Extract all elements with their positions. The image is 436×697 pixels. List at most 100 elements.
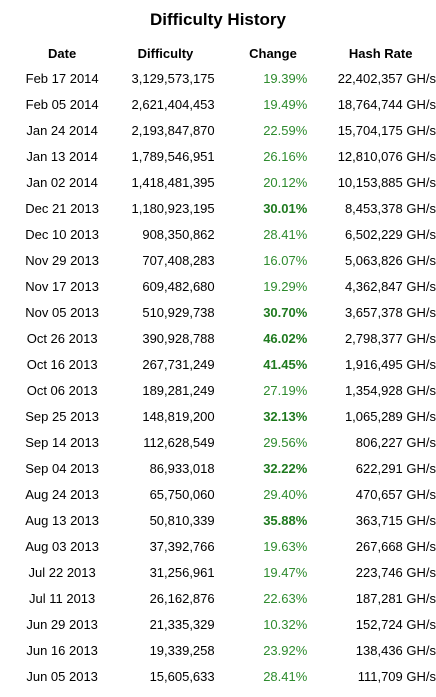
change-cell: 19.39%: [263, 71, 308, 86]
date-cell: Aug 03 2013: [25, 539, 99, 554]
date-cell: Jan 02 2014: [26, 175, 98, 190]
table-row: Jun 05 2013 15,605,633 28.41% 111,709 GH/s: [16, 664, 436, 690]
date-cell: Feb 17 2014: [25, 71, 99, 86]
date-cell: Jul 11 2013: [29, 591, 96, 606]
hash-rate-cell: 470,657 GH/s: [355, 487, 436, 502]
difficulty-cell: 19,339,258: [149, 643, 215, 658]
date-cell: Nov 05 2013: [25, 305, 99, 320]
hash-rate-cell: 806,227 GH/s: [355, 435, 436, 450]
difficulty-cell: 37,392,766: [149, 539, 215, 554]
hash-rate-cell: 6,502,229 GH/s: [344, 227, 436, 242]
date-cell: Oct 26 2013: [26, 331, 98, 346]
table-row: Aug 03 2013 37,392,766 19.63% 267,668 GH/s: [16, 534, 436, 560]
column-header-date: Date: [48, 46, 77, 61]
difficulty-cell: 15,605,633: [149, 669, 215, 684]
difficulty-cell: 21,335,329: [149, 617, 215, 632]
change-cell: 28.41%: [263, 227, 308, 242]
hash-rate-cell: 5,063,826 GH/s: [344, 253, 436, 268]
change-cell: 26.16%: [263, 149, 308, 164]
date-cell: Jan 13 2014: [26, 149, 98, 164]
table-row: Sep 25 2013 148,819,200 32.13% 1,065,289 GH…: [16, 404, 436, 430]
hash-rate-cell: 1,916,495 GH/s: [344, 357, 436, 372]
table-row: Jan 13 2014 1,789,546,951 26.16% 12,810,076…: [16, 144, 436, 170]
hash-rate-cell: 22,402,357 GH/s: [337, 71, 436, 86]
difficulty-cell: 26,162,876: [149, 591, 215, 606]
difficulty-cell: 267,731,249: [142, 357, 215, 372]
table-row: Feb 17 2014 3,129,573,175 19.39% 22,402,357…: [16, 66, 436, 92]
table-row: Jan 02 2014 1,418,481,395 20.12% 10,153,885…: [16, 170, 436, 196]
change-cell: 19.49%: [263, 97, 308, 112]
change-cell: 22.63%: [263, 591, 308, 606]
difficulty-cell: 1,789,546,951: [131, 149, 215, 164]
hash-rate-cell: 8,453,378 GH/s: [344, 201, 436, 216]
difficulty-cell: 510,929,738: [142, 305, 215, 320]
hash-rate-cell: 1,354,928 GH/s: [344, 383, 436, 398]
date-cell: Aug 13 2013: [25, 513, 99, 528]
page-title: Difficulty History: [149, 10, 287, 29]
table-row: Sep 04 2013 86,933,018 32.22% 622,291 GH/s: [16, 456, 436, 482]
date-cell: Nov 29 2013: [25, 253, 99, 268]
difficulty-cell: 908,350,862: [142, 227, 215, 242]
date-cell: Jun 05 2013: [26, 669, 98, 684]
difficulty-cell: 86,933,018: [149, 461, 215, 476]
hash-rate-cell: 223,746 GH/s: [355, 565, 436, 580]
change-cell: 23.92%: [263, 643, 308, 658]
difficulty-cell: 2,193,847,870: [131, 123, 215, 138]
difficulty-cell: 609,482,680: [142, 279, 215, 294]
date-cell: Dec 21 2013: [25, 201, 99, 216]
column-header-change: Change: [249, 46, 297, 61]
hash-rate-cell: 4,362,847 GH/s: [344, 279, 436, 294]
hash-rate-cell: 138,436 GH/s: [355, 643, 436, 658]
difficulty-cell: 31,256,961: [149, 565, 215, 580]
hash-rate-cell: 622,291 GH/s: [355, 461, 436, 476]
hash-rate-cell: 3,657,378 GH/s: [344, 305, 436, 320]
table-row: Jan 24 2014 2,193,847,870 22.59% 15,704,175…: [16, 118, 436, 144]
table-body: Feb 17 2014 3,129,573,175 19.39% 22,402,357…: [16, 66, 436, 690]
change-cell: 30.01%: [263, 201, 308, 216]
change-cell: 16.07%: [263, 253, 308, 268]
difficulty-table: Date Difficulty Change Hash Rate Feb 17 …: [16, 46, 436, 690]
difficulty-cell: 1,180,923,195: [131, 201, 215, 216]
hash-rate-cell: 111,709 GH/s: [357, 669, 436, 684]
change-cell: 19.63%: [263, 539, 308, 554]
table-header: Date Difficulty Change Hash Rate: [16, 46, 436, 66]
table-row: Aug 24 2013 65,750,060 29.40% 470,657 GH/s: [16, 482, 436, 508]
change-cell: 32.13%: [263, 409, 308, 424]
date-cell: Jan 24 2014: [26, 123, 98, 138]
change-cell: 20.12%: [263, 175, 308, 190]
table-row: Nov 29 2013 707,408,283 16.07% 5,063,826 GH…: [16, 248, 436, 274]
hash-rate-cell: 152,724 GH/s: [355, 617, 436, 632]
date-cell: Nov 17 2013: [25, 279, 99, 294]
difficulty-cell: 707,408,283: [142, 253, 215, 268]
change-cell: 46.02%: [263, 331, 308, 346]
change-cell: 41.45%: [263, 357, 308, 372]
change-cell: 32.22%: [263, 461, 308, 476]
difficulty-cell: 189,281,249: [142, 383, 215, 398]
change-cell: 29.56%: [263, 435, 308, 450]
difficulty-cell: 2,621,404,453: [131, 97, 215, 112]
date-cell: Dec 10 2013: [25, 227, 99, 242]
table-row: Dec 10 2013 908,350,862 28.41% 6,502,229 GH…: [16, 222, 436, 248]
hash-rate-cell: 18,764,744 GH/s: [337, 97, 436, 112]
change-cell: 10.32%: [263, 617, 308, 632]
date-cell: Sep 25 2013: [25, 409, 99, 424]
difficulty-cell: 390,928,788: [142, 331, 215, 346]
hash-rate-cell: 10,153,885 GH/s: [337, 175, 436, 190]
date-cell: Jun 16 2013: [26, 643, 98, 658]
date-cell: Jul 22 2013: [28, 565, 96, 580]
change-cell: 35.88%: [263, 513, 308, 528]
table-row: Sep 14 2013 112,628,549 29.56% 806,227 GH/s: [16, 430, 436, 456]
table-row: Jul 22 2013 31,256,961 19.47% 223,746 GH/s: [16, 560, 436, 586]
header-row: Date Difficulty Change Hash Rate: [16, 46, 436, 66]
date-cell: Jun 29 2013: [26, 617, 98, 632]
table-row: Jun 29 2013 21,335,329 10.32% 152,724 GH/s: [16, 612, 436, 638]
change-cell: 28.41%: [263, 669, 308, 684]
change-cell: 30.70%: [263, 305, 308, 320]
date-cell: Oct 16 2013: [26, 357, 98, 372]
table-row: Jul 11 2013 26,162,876 22.63% 187,281 GH/s: [16, 586, 436, 612]
table-row: Nov 05 2013 510,929,738 30.70% 3,657,378 GH…: [16, 300, 436, 326]
hash-rate-cell: 1,065,289 GH/s: [344, 409, 436, 424]
hash-rate-cell: 267,668 GH/s: [355, 539, 436, 554]
hash-rate-cell: 12,810,076 GH/s: [337, 149, 436, 164]
